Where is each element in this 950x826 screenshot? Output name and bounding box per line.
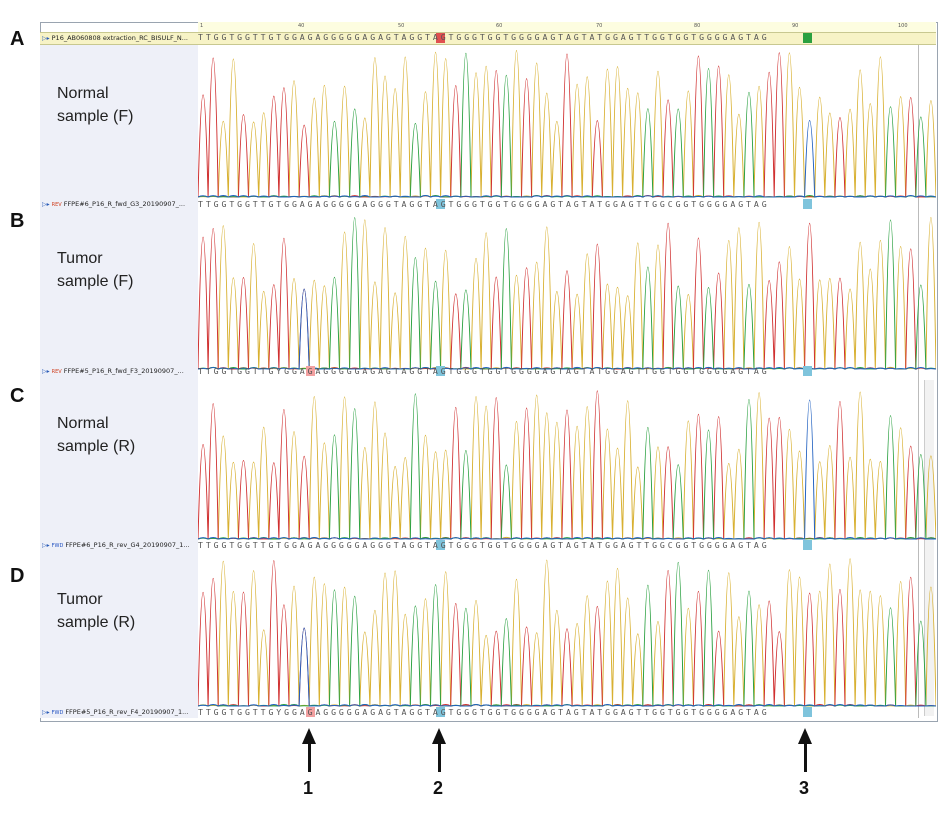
- highlight-c-1: [306, 366, 315, 376]
- arrow-label: 1: [303, 778, 314, 798]
- track-name: ▷▸ FWD FFPE#6_P16_R_rev_G4_20190907_1...: [42, 540, 190, 552]
- ruler-tick: 60: [496, 23, 503, 29]
- chromatogram-trace-d: [198, 558, 936, 707]
- panel-letter-b: B: [10, 210, 25, 232]
- panel-letter-a: A: [10, 28, 25, 50]
- track-icon: ▷▸: [42, 542, 50, 549]
- sample-strand: sample (R): [57, 614, 136, 631]
- track-row[interactable]: ▷▸ FWD FFPE#6_P16_R_rev_G4_20190907_1...: [40, 540, 198, 551]
- highlight-e-1: [306, 707, 315, 717]
- chromatogram-trace-a: [198, 50, 936, 198]
- arrow-label: 2: [433, 778, 444, 798]
- sample-label-c: Normal sample (R): [57, 412, 135, 458]
- track-icon: ▷▸: [42, 709, 50, 716]
- track-sequence: TTGGTGGTTGTGGAGAGGGGGAGGGTAGGTAGTGGGTGGT…: [198, 540, 770, 550]
- arrow-shaft: [804, 742, 807, 772]
- trace-line-C: [198, 120, 936, 198]
- panel-letter-c: C: [10, 385, 25, 407]
- direction-badge: REV: [51, 369, 62, 375]
- track-sidebar: [40, 42, 198, 718]
- arrow-label: 3: [799, 778, 810, 798]
- reference-label: P16_AB060808 extraction_RC_BISULF_N...: [51, 34, 188, 42]
- track-sequence: TTGGTGGTTGYGGAGAGGGGGAGAGTAGGTAGTGGGTGGT…: [198, 707, 770, 717]
- ruler-tick: 70: [596, 23, 603, 29]
- highlight-d-3: [803, 540, 812, 550]
- ruler-tick: 80: [694, 23, 701, 29]
- highlight-ref-2: [436, 33, 445, 43]
- sample-strand: sample (F): [57, 273, 134, 290]
- reference-row[interactable]: ▷▸ P16_AB060808 extraction_RC_BISULF_N...: [40, 32, 936, 45]
- trace-line-C: [198, 399, 936, 540]
- reference-name: ▷▸ P16_AB060808 extraction_RC_BISULF_N...: [42, 33, 188, 44]
- track-icon: ▷▸: [42, 35, 50, 42]
- sample-label-d: Tumor sample (R): [57, 588, 135, 634]
- highlight-e-3: [803, 707, 812, 717]
- trace-line-C: [198, 627, 936, 707]
- track-icon: ▷▸: [42, 201, 50, 208]
- sample-type: Normal: [57, 415, 109, 432]
- ruler-tick: 100: [898, 23, 908, 29]
- ruler-tick: 40: [298, 23, 305, 29]
- track-row[interactable]: ▷▸ FWD FFPE#5_P16_R_rev_F4_20190907_1...: [40, 707, 198, 718]
- panel-letter-d: D: [10, 565, 25, 587]
- track-label: FFPE#5_P16_R_fwd_F3_20190907_...: [63, 367, 184, 375]
- direction-badge: REV: [51, 202, 62, 208]
- arrow-shaft: [438, 742, 441, 772]
- highlight-b-3: [803, 199, 812, 209]
- direction-badge: FWD: [51, 543, 64, 549]
- track-icon: ▷▸: [42, 368, 50, 375]
- direction-badge: FWD: [51, 710, 64, 716]
- track-row[interactable]: ▷▸ REV FFPE#5_P16_R_fwd_F3_20190907_...: [40, 366, 198, 377]
- highlight-d-2: [436, 540, 445, 550]
- trace-line-C: [198, 288, 936, 370]
- track-name: ▷▸ REV FFPE#5_P16_R_fwd_F3_20190907_...: [42, 366, 184, 378]
- track-name: ▷▸ REV FFPE#6_P16_R_fwd_G3_20190907_...: [42, 199, 185, 211]
- ruler-tick: 90: [792, 23, 799, 29]
- ruler-tick: 50: [398, 23, 405, 29]
- sample-type: Normal: [57, 85, 109, 102]
- highlight-b-2: [436, 199, 445, 209]
- chromatogram-trace-c: [198, 390, 936, 540]
- track-label: FFPE#5_P16_R_rev_F4_20190907_1...: [65, 708, 189, 716]
- sample-label-b: Tumor sample (F): [57, 247, 133, 293]
- sample-strand: sample (R): [57, 438, 136, 455]
- sample-type: Tumor: [57, 591, 103, 608]
- chromatogram-trace-b: [198, 217, 936, 370]
- highlight-ref-3: [803, 33, 812, 43]
- highlight-c-3: [803, 366, 812, 376]
- vertical-scrollbar[interactable]: [924, 380, 934, 716]
- arrow-up-icon: [798, 728, 812, 744]
- end-marker-line: [918, 32, 919, 718]
- track-label: FFPE#6_P16_R_rev_G4_20190907_1...: [65, 541, 190, 549]
- reference-sequence: TTGGTGGTTGTGGAGAGGGGGAGAGTAGGTAGTGGGTGGT…: [198, 32, 770, 42]
- sample-label-a: Normal sample (F): [57, 82, 133, 128]
- track-sequence: TTGGTGGTTGTGGAGAGGGGGAGGGTAGGTAGTGGGTGGT…: [198, 199, 770, 209]
- track-row[interactable]: ▷▸ REV FFPE#6_P16_R_fwd_G3_20190907_...: [40, 199, 198, 210]
- arrow-shaft: [308, 742, 311, 772]
- ruler-tick: 1: [200, 23, 204, 29]
- track-label: FFPE#6_P16_R_fwd_G3_20190907_...: [63, 200, 186, 208]
- highlight-e-2: [436, 707, 445, 717]
- arrow-up-icon: [432, 728, 446, 744]
- highlight-c-2: [436, 366, 445, 376]
- sample-type: Tumor: [57, 250, 103, 267]
- sample-strand: sample (F): [57, 108, 134, 125]
- track-name: ▷▸ FWD FFPE#5_P16_R_rev_F4_20190907_1...: [42, 707, 188, 719]
- track-sequence: TTGGTGGTTGYGGAGAGGGGGAGAGTAGGTAGTGGGTGGT…: [198, 366, 770, 376]
- arrow-up-icon: [302, 728, 316, 744]
